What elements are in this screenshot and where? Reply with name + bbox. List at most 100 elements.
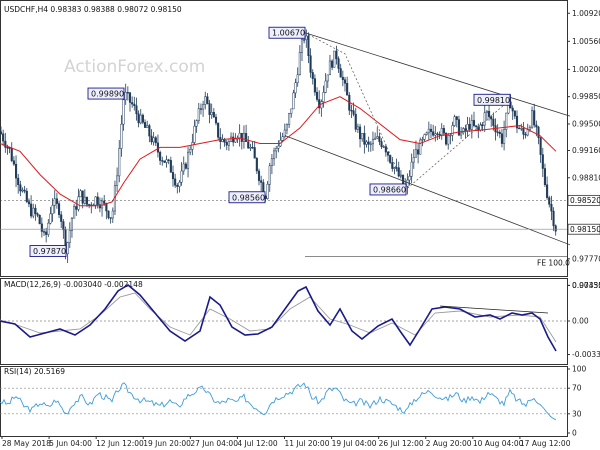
candle-body [515,115,519,129]
annotation-label: 0.98660 [373,185,406,194]
candle-body [15,163,18,179]
candle-body [436,133,439,135]
macd-trendline [439,305,549,314]
candle-body [359,126,362,140]
x-tick-label: 28 May 2018 [2,439,51,448]
candle-body [191,142,194,150]
candle-body [307,35,310,56]
candle-body [73,206,76,219]
candle-body [197,108,200,121]
candle-body [434,133,437,136]
candle-body [146,125,149,128]
candle-body [277,145,280,149]
candle-body [313,78,316,93]
candle-body [305,35,308,40]
candle-body [539,137,542,155]
macd-y-tick-label: 0.003554 [572,281,600,290]
x-tick-label: 5 Jun 04:00 [49,439,92,448]
candle-body [6,147,9,149]
candle-body [322,92,325,102]
candle-body [227,141,230,146]
candle-body [4,140,7,148]
candle-body [208,103,211,115]
candle-body [51,205,54,215]
annotation-label: 0.99890 [91,90,124,99]
candle-body [354,113,357,130]
price-y-tick-label: 0.97770 [572,254,600,263]
x-tick-label: 12 Jun 12:00 [96,439,144,448]
candle-body [290,108,293,114]
candle-body [320,101,323,109]
candle-body [386,151,390,156]
rsi-y-tick-label: 70 [572,384,582,393]
candle-body [445,132,448,145]
candle-body [163,160,166,163]
candle-body [421,139,424,141]
candle-body [412,157,415,163]
candle-body [281,136,284,141]
candle-body [268,165,271,185]
candle-body [337,58,340,69]
candle-body [32,207,35,217]
annotation-box [268,26,306,39]
x-tick-label: 27 Jun 04:00 [190,439,238,448]
candle-body [522,128,525,135]
candle-body [288,113,291,125]
candle-body [419,139,422,155]
candle-body [2,133,5,142]
annotation-label: 1.00670 [272,29,305,38]
candle-body [118,148,121,177]
candle-body [21,189,24,192]
candle-body [152,137,155,143]
rsi-line [0,382,557,421]
candle-body [178,181,181,187]
candle-body [195,120,198,127]
candle-body [326,74,329,82]
candle-body [395,167,398,169]
candle-body [292,92,295,110]
candle-body [42,231,46,233]
candle-body [432,131,435,136]
candle-body [350,110,353,112]
x-tick-label: 2 Aug 20:00 [426,439,472,448]
candle-body [356,126,359,130]
candle-body [531,110,534,128]
candle-body [40,223,43,232]
candle-body [518,127,521,130]
panel-frame [0,0,568,277]
candle-body [537,126,540,138]
candle-body [141,114,144,123]
candle-body [397,167,400,177]
rsi-y-tick-label: 0 [572,429,577,438]
annotation-label: 0.98560 [232,193,265,202]
candle-body [303,39,306,41]
candle-body [552,210,555,227]
candle-body [159,151,162,161]
candle-body [346,83,349,96]
candle-body [214,116,218,124]
candle-body [554,225,557,232]
candle-body [148,125,151,137]
candle-body [294,82,297,94]
candle-body [77,196,80,210]
candle-body [68,230,71,243]
candle-body [126,92,129,94]
price-panel-title: USDCHF,H4 0.98383 0.98388 0.98072 0.9815… [4,5,182,14]
annotation-box [473,93,511,106]
candle-body [442,128,445,134]
candle-body [25,190,28,202]
macd-y-tick-label: -0.003354 [572,350,600,359]
candle-body [393,167,396,169]
candle-body [528,126,531,130]
candle-body [513,110,516,117]
candle-body [363,133,366,145]
candle-body [324,80,327,93]
candle-body [75,206,78,210]
candle-body [488,110,491,117]
fe-label: FE 100.0 [537,259,570,268]
candle-body [17,177,20,186]
candle-body [475,125,478,128]
candle-body [511,107,514,112]
candle-body [81,190,84,204]
